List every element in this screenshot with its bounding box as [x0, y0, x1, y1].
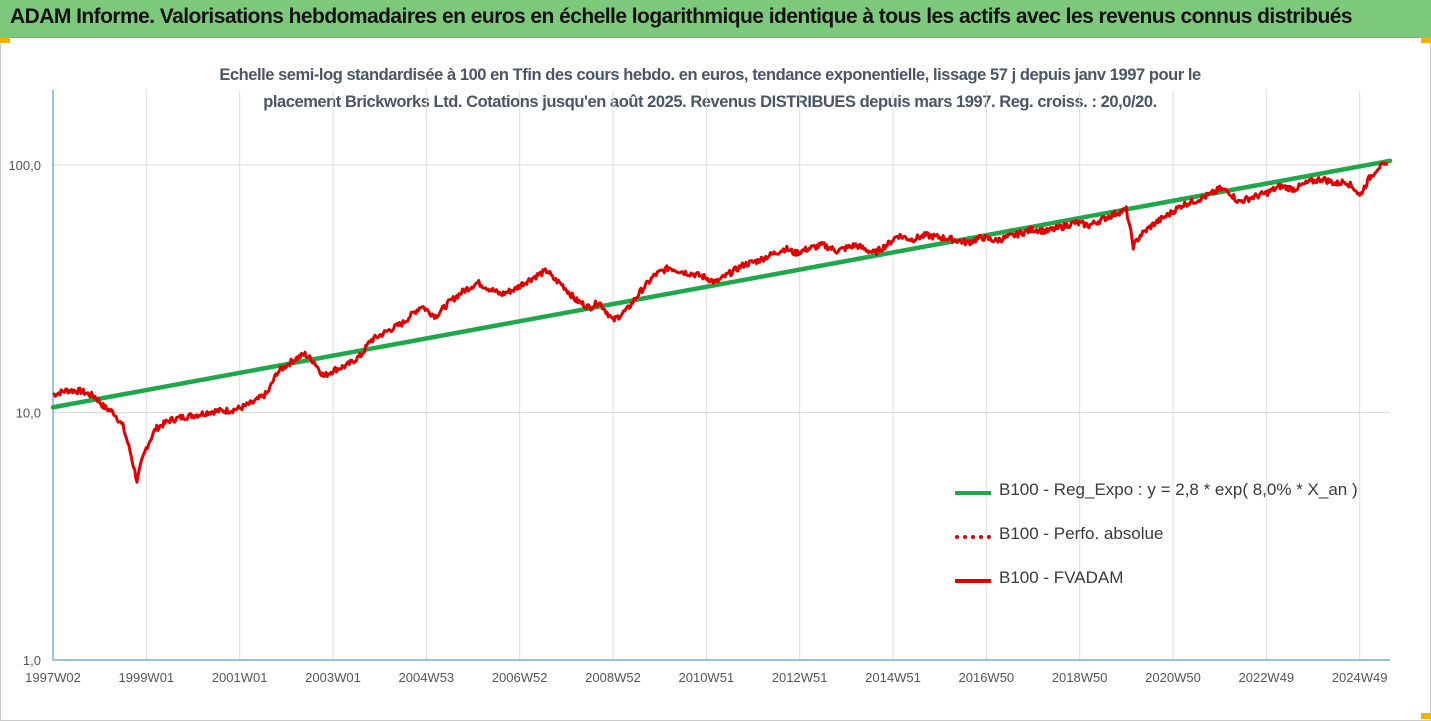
x-tick-label: 2016W50 — [959, 670, 1015, 685]
report-title: ADAM Informe. Valorisations hebdomadaire… — [10, 5, 1353, 28]
y-tick-label: 10,0 — [16, 406, 41, 421]
corner-marker-right — [1421, 37, 1431, 43]
x-tick-label: 2001W01 — [212, 670, 268, 685]
x-tick-label: 2024W49 — [1332, 670, 1388, 685]
x-tick-label: 2006W52 — [492, 670, 548, 685]
x-tick-label: 2018W50 — [1052, 670, 1108, 685]
y-tick-label: 100,0 — [8, 158, 41, 173]
legend-label-perfo: B100 - Perfo. absolue — [999, 524, 1164, 543]
legend-swatch-regression — [955, 491, 991, 495]
x-tick-label: 1997W02 — [25, 670, 81, 685]
chart-title-line-2: placement Brickworks Ltd. Cotations jusq… — [263, 93, 1157, 111]
report-banner: ADAM Informe. Valorisations hebdomadaire… — [0, 0, 1431, 38]
x-tick-label: 2004W53 — [399, 670, 455, 685]
corner-marker-left — [0, 37, 10, 43]
x-tick-label: 2012W51 — [772, 670, 828, 685]
legend-swatch-perfo — [955, 535, 991, 539]
legend-label-regression: B100 - Reg_Expo : y = 2,8 * exp( 8,0% * … — [999, 480, 1358, 499]
chart-title: Echelle semi-log standardisée à 100 en T… — [160, 62, 1260, 116]
x-tick-label: 1999W01 — [119, 670, 175, 685]
series-line-regression — [50, 158, 1393, 410]
x-tick-label: 2008W52 — [585, 670, 641, 685]
y-tick-label: 1,0 — [23, 653, 41, 668]
x-tick-label: 2014W51 — [865, 670, 921, 685]
x-tick-label: 2022W49 — [1239, 670, 1295, 685]
x-tick-label: 2020W50 — [1145, 670, 1201, 685]
legend-swatch-fvadam — [955, 579, 991, 583]
corner-marker-bottom-right — [1421, 713, 1431, 719]
chart-title-line-1: Echelle semi-log standardisée à 100 en T… — [219, 66, 1201, 84]
x-tick-label: 2003W01 — [305, 670, 361, 685]
series-line-fvadam — [52, 161, 1389, 484]
legend-label-fvadam: B100 - FVADAM — [999, 568, 1124, 587]
x-tick-label: 2010W51 — [679, 670, 735, 685]
